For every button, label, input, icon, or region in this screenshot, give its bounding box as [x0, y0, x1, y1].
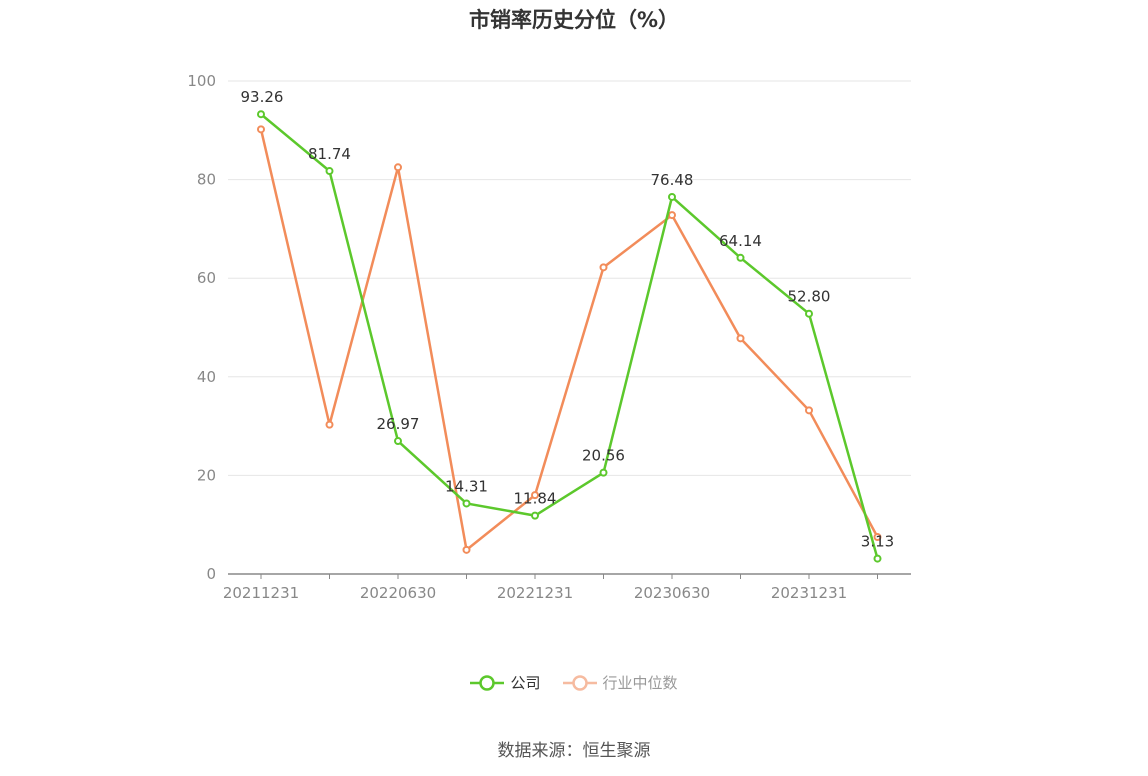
data-point-industry — [531, 491, 539, 500]
data-point-industry — [668, 211, 676, 220]
chart-legend: 公司 行业中位数 — [0, 672, 1148, 693]
data-label-company: 26.97 — [377, 415, 420, 433]
data-point-industry — [736, 334, 745, 343]
legend-company-label: 公司 — [510, 674, 541, 692]
x-tick-label: 20221231 — [497, 584, 573, 602]
data-point-industry — [873, 533, 882, 542]
series-line-company — [260, 113, 879, 559]
data-point-company — [394, 437, 402, 446]
data-point-company — [599, 468, 608, 477]
data-label-company: 14.31 — [445, 477, 488, 495]
y-tick-label: 60 — [197, 269, 216, 287]
x-tick-label: 20211231 — [223, 584, 299, 602]
data-label-company: 81.74 — [308, 145, 351, 163]
series-line-industry — [259, 129, 879, 552]
data-point-industry — [462, 545, 471, 554]
legend-company-marker-icon — [470, 674, 505, 691]
x-tick-label: 20230630 — [634, 584, 710, 602]
data-label-company: 64.14 — [719, 232, 762, 250]
data-point-company — [462, 499, 471, 508]
data-point-company — [531, 511, 539, 520]
data-label-company: 52.80 — [788, 288, 831, 306]
data-point-industry — [257, 125, 265, 134]
data-point-company — [873, 554, 882, 563]
legend-item-industry[interactable]: 行业中位数 — [562, 672, 678, 693]
y-tick-label: 0 — [206, 565, 216, 583]
data-point-industry — [805, 406, 813, 415]
data-point-industry — [325, 420, 334, 429]
data-point-company — [257, 110, 265, 119]
data-label-company: 11.84 — [514, 490, 557, 508]
data-point-industry — [599, 263, 608, 272]
legend-item-company[interactable]: 公司 — [470, 672, 541, 693]
chart-title: 市销率历史分位（%） — [468, 8, 680, 32]
y-tick-label: 100 — [187, 72, 216, 90]
y-tick-label: 40 — [197, 368, 216, 386]
y-tick-label: 20 — [197, 466, 216, 484]
data-label-company: 20.56 — [582, 447, 625, 465]
data-point-company — [736, 253, 745, 262]
data-label-company: 3.13 — [861, 533, 894, 551]
data-label-company: 93.26 — [241, 88, 284, 106]
x-tick-label: 20220630 — [360, 584, 436, 602]
data-point-industry — [394, 163, 402, 172]
data-label-company: 76.48 — [651, 171, 694, 189]
legend-industry-marker-icon — [562, 674, 597, 691]
data-source: 数据来源：恒生聚源 — [497, 741, 651, 761]
y-tick-label: 80 — [197, 171, 216, 189]
data-point-company — [325, 167, 334, 176]
data-point-company — [805, 309, 813, 318]
line-chart: 0 20 40 60 80 100 20211231 20220630 20221231 2023… — [187, 72, 911, 602]
data-point-company — [668, 192, 676, 201]
x-tick-label: 20231231 — [771, 584, 847, 602]
legend-industry-label: 行业中位数 — [602, 674, 678, 692]
